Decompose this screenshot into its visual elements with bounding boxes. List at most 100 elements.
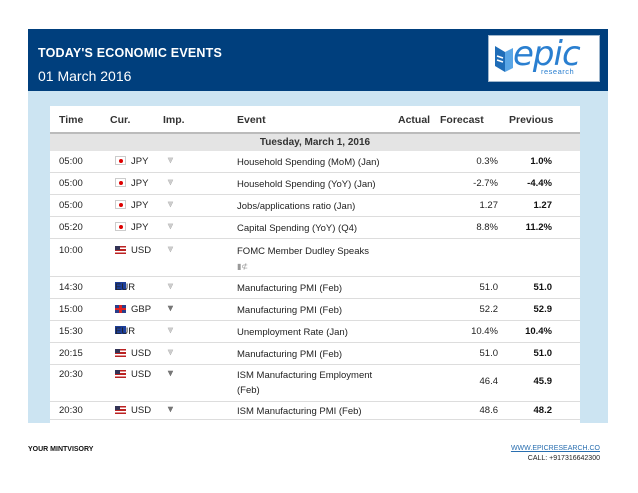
- page-title: TODAY'S ECONOMIC EVENTS: [38, 46, 222, 60]
- event-title-cont: (Feb): [237, 385, 260, 396]
- importance-bull-icon: ▼: [166, 404, 175, 414]
- event-currency: USD: [115, 405, 151, 416]
- table-row: 20:15 USD ▼ ▼ ▼ Manufacturing PMI (Feb) 51.0 51…: [50, 343, 580, 365]
- event-title: ISM Manufacturing PMI (Feb): [237, 406, 362, 417]
- table-row: 20:30 USD ▼ ▼ ▼ ISM Manufacturing PMI (Feb) 48…: [50, 402, 580, 420]
- importance-bull-icon: ▼: [166, 199, 175, 209]
- day-header: Tuesday, March 1, 2016: [50, 134, 580, 151]
- currency-code: USD: [131, 245, 152, 256]
- importance-bull-icon: ▼: [166, 177, 175, 187]
- importance-bull-icon: ▼: [166, 244, 175, 254]
- jp-flag-icon: [115, 156, 126, 165]
- event-previous: 10.4%: [525, 326, 552, 337]
- jp-flag-icon: [115, 222, 126, 231]
- footer-brand: YOUR MINTVISORY: [28, 446, 94, 453]
- event-previous: 11.2%: [525, 222, 552, 233]
- importance-bull-icon: ▼: [166, 404, 175, 414]
- economic-events-table: Time Cur. Imp. Event Actual Forecast Pre…: [50, 106, 580, 426]
- importance-bull-icon: ▼: [166, 177, 175, 187]
- event-title: Manufacturing PMI (Feb): [237, 349, 343, 360]
- table-body: 05:00 JPY ▼ ▼ ▼ Household Spending (MoM) (Jan…: [50, 151, 580, 420]
- event-forecast: 51.0: [479, 282, 499, 293]
- jp-flag-icon: [115, 200, 126, 209]
- table-row: 05:00 JPY ▼ ▼ ▼ Jobs/applications ratio (Jan)…: [50, 195, 580, 217]
- importance-bull-icon: ▼: [166, 199, 175, 209]
- jp-flag-icon: [115, 178, 126, 187]
- importance-bull-icon: ▼: [166, 281, 175, 291]
- importance-bull-icon: ▼: [166, 155, 175, 165]
- col-forecast: Forecast: [440, 114, 484, 126]
- event-time: 14:30: [59, 282, 83, 293]
- event-title: Manufacturing PMI (Feb): [237, 283, 343, 294]
- table-row: 05:20 JPY ▼ ▼ ▼ Capital Spending (YoY) (Q4) 8.…: [50, 217, 580, 239]
- event-time: 20:15: [59, 348, 83, 359]
- us-flag-icon: [115, 370, 126, 378]
- event-forecast: 46.4: [479, 376, 499, 387]
- importance-bull-icon: ▼: [166, 303, 175, 313]
- event-previous: 1.27: [533, 200, 553, 211]
- importance-bull-icon: ▼: [166, 368, 175, 378]
- table-row: 15:30 EUR ▼ ▼ ▼ Unemployment Rate (Jan) 10.4% 1…: [50, 321, 580, 343]
- importance-bull-icon: ▼: [166, 221, 175, 231]
- event-name: FOMC Member Dudley Speaks ▮⊄: [237, 244, 402, 271]
- event-forecast: 8.8%: [476, 222, 498, 233]
- col-time: Time: [59, 114, 84, 126]
- event-currency: JPY: [115, 178, 148, 189]
- event-currency: USD: [115, 369, 151, 380]
- eu-flag-icon: [115, 326, 126, 334]
- logo-text: epic: [513, 34, 581, 74]
- event-currency: JPY: [115, 156, 148, 167]
- event-previous: -4.4%: [527, 178, 552, 189]
- currency-code: USD: [131, 369, 152, 380]
- logo-subtext: research: [541, 67, 575, 76]
- event-time: 15:30: [59, 326, 83, 337]
- col-previous: Previous: [509, 114, 554, 126]
- table-row: 05:00 JPY ▼ ▼ ▼ Household Spending (MoM) (Jan…: [50, 151, 580, 173]
- event-currency: GBP: [115, 304, 151, 315]
- importance-bull-icon: ▼: [166, 325, 175, 335]
- currency-code: JPY: [131, 156, 149, 167]
- event-time: 05:20: [59, 222, 83, 233]
- event-time: 10:00: [59, 245, 83, 256]
- importance-bull-icon: ▼: [166, 221, 175, 231]
- table-row: 05:00 JPY ▼ ▼ ▼ Household Spending (YoY) (Jan…: [50, 173, 580, 195]
- importance-bull-icon: ▼: [166, 244, 175, 254]
- importance-bull-icon: ▼: [166, 155, 175, 165]
- event-time: 15:00: [59, 304, 83, 315]
- event-previous: 1.0%: [530, 156, 552, 167]
- importance-bull-icon: ▼: [166, 155, 175, 165]
- importance-bull-icon: ▼: [166, 347, 175, 357]
- event-currency: USD: [115, 348, 151, 359]
- eu-flag-icon: [115, 282, 126, 290]
- currency-code: JPY: [131, 178, 149, 189]
- event-title: Capital Spending (YoY) (Q4): [237, 223, 358, 234]
- event-title: FOMC Member Dudley Speaks: [237, 246, 369, 257]
- event-previous: 48.2: [533, 405, 553, 416]
- footer-contact: WWW.EPICRESEARCH.CO CALL: +917316642300: [511, 444, 600, 464]
- us-flag-icon: [115, 246, 126, 254]
- col-currency: Cur.: [110, 114, 131, 126]
- currency-code: JPY: [131, 200, 149, 211]
- gb-flag-icon: [115, 305, 126, 313]
- event-forecast: -2.7%: [473, 178, 498, 189]
- importance-bull-icon: ▼: [166, 281, 175, 291]
- currency-code: GBP: [131, 304, 152, 315]
- event-title: Manufacturing PMI (Feb): [237, 305, 343, 316]
- event-forecast: 51.0: [479, 348, 499, 359]
- event-time: 05:00: [59, 200, 83, 211]
- event-forecast: 52.2: [479, 304, 499, 315]
- website-link[interactable]: WWW.EPICRESEARCH.CO: [510, 445, 600, 452]
- importance-bull-icon: ▼: [166, 368, 175, 378]
- event-name: ISM Manufacturing Employment (Feb): [237, 368, 402, 396]
- event-currency: USD: [115, 245, 151, 256]
- event-time: 05:00: [59, 178, 83, 189]
- event-title: Jobs/applications ratio (Jan): [237, 201, 356, 212]
- event-forecast: 48.6: [479, 405, 499, 416]
- event-previous: 51.0: [533, 282, 553, 293]
- col-actual: Actual: [398, 114, 431, 126]
- us-flag-icon: [115, 406, 126, 414]
- event-title: ISM Manufacturing Employment: [237, 370, 373, 381]
- importance-bull-icon: ▼: [166, 221, 175, 231]
- phone-number: CALL: +917316642300: [527, 455, 600, 462]
- event-title: Household Spending (YoY) (Jan): [237, 179, 376, 190]
